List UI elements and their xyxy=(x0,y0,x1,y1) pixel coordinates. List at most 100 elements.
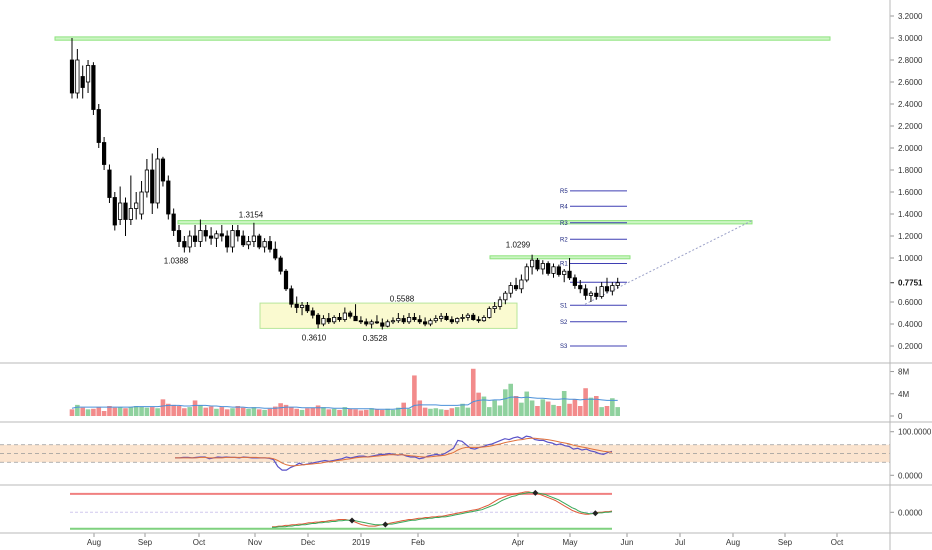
candle[interactable] xyxy=(583,284,588,300)
volume-bar[interactable] xyxy=(321,407,326,416)
volume-bar[interactable] xyxy=(449,408,455,416)
volume-bar[interactable] xyxy=(529,400,535,416)
candle[interactable] xyxy=(139,181,144,220)
volume-bar[interactable] xyxy=(385,408,390,416)
candle[interactable] xyxy=(519,274,524,294)
candle[interactable] xyxy=(241,230,246,248)
candle[interactable] xyxy=(487,306,492,319)
candle[interactable] xyxy=(610,282,615,296)
volume-bar[interactable] xyxy=(337,409,342,416)
candle[interactable] xyxy=(128,175,133,226)
candle[interactable] xyxy=(192,225,198,247)
candle[interactable] xyxy=(102,137,107,170)
volume-bar[interactable] xyxy=(283,404,289,416)
price-zone[interactable] xyxy=(54,36,831,41)
volume-bar[interactable] xyxy=(326,409,332,416)
candle[interactable] xyxy=(294,296,299,314)
volume-bar[interactable] xyxy=(160,399,166,416)
volume-bar[interactable] xyxy=(444,409,449,416)
candle[interactable] xyxy=(342,307,347,322)
volume-bar[interactable] xyxy=(107,406,112,416)
candle[interactable] xyxy=(182,236,187,253)
volume-bar[interactable] xyxy=(139,406,144,416)
volume-bar[interactable] xyxy=(610,398,615,416)
candle[interactable] xyxy=(428,318,433,327)
candle[interactable] xyxy=(460,314,465,322)
candle[interactable] xyxy=(465,313,471,321)
candle[interactable] xyxy=(214,230,219,248)
volume-bar[interactable] xyxy=(128,407,134,416)
osc-cross-marker[interactable] xyxy=(532,489,539,496)
volume-bar[interactable] xyxy=(422,407,428,416)
volume-bar[interactable] xyxy=(380,409,385,416)
candle[interactable] xyxy=(203,225,208,242)
volume-bar[interactable] xyxy=(155,408,160,416)
volume-bar[interactable] xyxy=(305,408,310,416)
volume-bar[interactable] xyxy=(171,404,176,416)
volume-bar[interactable] xyxy=(556,406,562,416)
price-pane[interactable]: R5 R4 R3 R2 R1 S1 S2 S3 1.3154 1.0388 0.3610 0.5588… xyxy=(54,36,831,350)
candle[interactable] xyxy=(444,313,449,321)
volume-bar[interactable] xyxy=(487,407,492,416)
candle[interactable] xyxy=(358,316,364,324)
volume-bar[interactable] xyxy=(273,406,278,416)
candle[interactable] xyxy=(171,208,176,237)
volume-bar[interactable] xyxy=(299,409,305,416)
candle[interactable] xyxy=(546,261,551,276)
volume-bar[interactable] xyxy=(187,407,192,416)
candle[interactable] xyxy=(176,225,182,247)
volume-bar[interactable] xyxy=(240,407,246,416)
candle[interactable] xyxy=(315,313,321,329)
candle[interactable] xyxy=(513,277,519,291)
volume-bar[interactable] xyxy=(396,407,401,416)
volume-bar[interactable] xyxy=(454,407,460,416)
volume-bar[interactable] xyxy=(69,409,75,416)
volume-bar[interactable] xyxy=(577,406,583,416)
volume-bar[interactable] xyxy=(417,400,423,416)
volume-bar[interactable] xyxy=(567,403,572,416)
candle[interactable] xyxy=(80,65,85,99)
candle[interactable] xyxy=(594,286,599,300)
volume-bar[interactable] xyxy=(470,368,476,416)
candle[interactable] xyxy=(551,263,556,278)
candle[interactable] xyxy=(615,277,620,289)
volume-bar[interactable] xyxy=(599,407,604,416)
candle[interactable] xyxy=(588,291,594,302)
candle[interactable] xyxy=(144,159,149,198)
volume-bar[interactable] xyxy=(428,408,433,416)
volume-bar[interactable] xyxy=(406,408,412,416)
candle[interactable] xyxy=(396,313,401,323)
volume-bar[interactable] xyxy=(615,407,620,416)
volume-bar[interactable] xyxy=(492,400,497,416)
candle[interactable] xyxy=(310,307,315,319)
volume-bar[interactable] xyxy=(401,402,406,416)
rsi-pane[interactable] xyxy=(0,435,890,471)
candle[interactable] xyxy=(273,241,278,261)
candle[interactable] xyxy=(134,192,139,220)
candle[interactable] xyxy=(75,49,80,99)
candle[interactable] xyxy=(530,254,535,275)
candle[interactable] xyxy=(492,302,497,313)
candle[interactable] xyxy=(198,219,203,248)
volume-bar[interactable] xyxy=(278,403,283,416)
volume-bar[interactable] xyxy=(545,401,551,416)
candle[interactable] xyxy=(385,319,390,328)
candle[interactable] xyxy=(321,315,326,327)
volume-pane[interactable] xyxy=(69,368,620,416)
candle[interactable] xyxy=(85,60,91,93)
volume-bar[interactable] xyxy=(508,383,513,416)
candle[interactable] xyxy=(524,263,529,283)
candle[interactable] xyxy=(230,225,235,253)
candle[interactable] xyxy=(299,302,305,316)
osc-main-line[interactable] xyxy=(272,491,613,528)
trend-line[interactable] xyxy=(584,220,753,305)
candle[interactable] xyxy=(257,233,262,250)
candle[interactable] xyxy=(599,282,604,299)
candle[interactable] xyxy=(107,164,112,204)
volume-bar[interactable] xyxy=(519,402,524,416)
osc-cross-marker[interactable] xyxy=(349,517,355,524)
volume-bar[interactable] xyxy=(192,400,198,416)
volume-bar[interactable] xyxy=(412,375,417,416)
candle[interactable] xyxy=(374,315,380,324)
